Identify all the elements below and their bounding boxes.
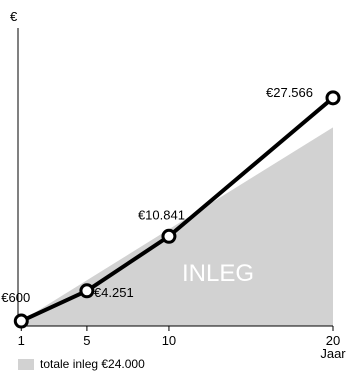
data-label: €600 [1,290,30,305]
x-tick-label: 5 [83,333,90,348]
data-label: €27.566 [266,85,313,100]
data-point [13,313,29,329]
data-label: €10.841 [138,207,185,222]
data-label: €4.251 [94,285,134,300]
x-ticks: 1 5 10 20 [18,326,340,348]
inleg-area [18,127,333,326]
data-point [161,228,177,244]
data-points [13,90,341,329]
data-labels: €600 €4.251 €10.841 €27.566 [1,85,313,305]
legend-swatch [18,358,34,370]
x-tick-label: 10 [162,333,176,348]
y-axis-label: € [10,9,18,24]
data-point [325,90,341,106]
inleg-area-label: INLEG [182,260,254,287]
series-line [20,96,335,323]
legend: totale inleg €24.000 [18,357,145,371]
x-axis-label: Jaar [320,346,346,361]
x-tick-label: 20 [326,333,340,348]
legend-text: totale inleg €24.000 [40,357,145,371]
x-tick-label: 1 [18,333,25,348]
data-point [79,283,95,299]
